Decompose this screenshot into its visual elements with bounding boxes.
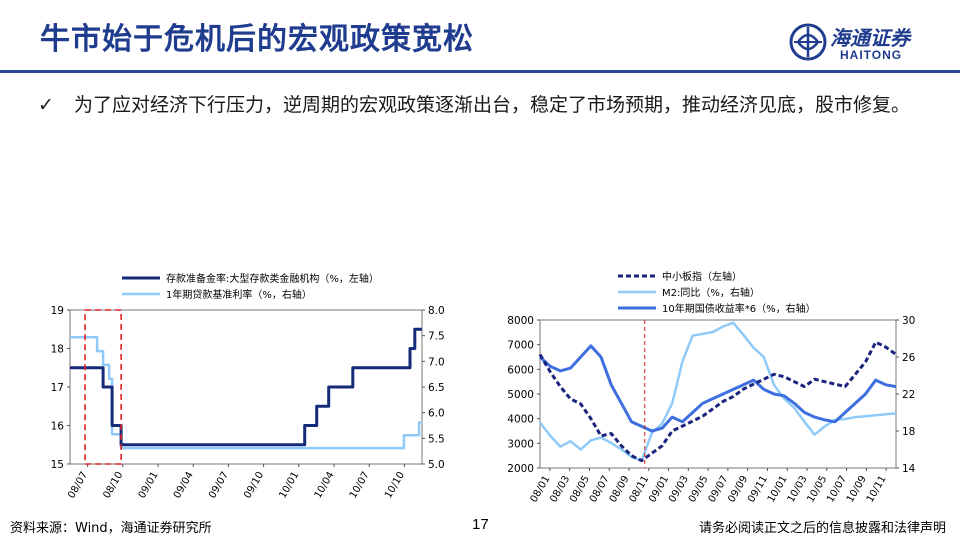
- x-tick-label: 10/11: [865, 474, 889, 504]
- plot-frame: [69, 309, 423, 465]
- y-left-tick-label: 4000: [507, 414, 534, 426]
- x-tick-label: 09/07: [207, 470, 231, 500]
- y-right-tick-label: 14: [902, 463, 916, 475]
- y-left-tick-label: 16: [51, 421, 65, 433]
- y-left-tick-label: 8000: [507, 315, 534, 327]
- disclaimer-note: 请务必阅读正文之后的信息披露和法律声明: [698, 521, 946, 536]
- y-right-tick-label: 22: [902, 389, 915, 401]
- page-number: 17: [472, 516, 489, 533]
- y-right-tick-label: 7.5: [428, 331, 445, 343]
- checkmark-icon: ✓: [38, 94, 54, 116]
- y-right-tick-label: 5.0: [428, 459, 445, 471]
- x-tick-label: 10/10: [383, 470, 407, 500]
- y-left-tick-label: 6000: [507, 364, 534, 376]
- y-left-tick-label: 19: [51, 305, 64, 317]
- y-left-tick-label: 18: [51, 344, 64, 356]
- summary-bullet: ✓ 为了应对经济下行压力，逆周期的宏观政策逐渐出台，稳定了市场预期，推动经济见底…: [38, 88, 928, 122]
- y-right-tick-label: 26: [902, 352, 916, 364]
- reserve-rate-chart: 存款准备金率:大型存款类金融机构（%，左轴） 1年期贷款基准利率（%，右轴） 15 1…: [0, 262, 470, 514]
- y-right-tick-label: 6.0: [428, 408, 445, 420]
- legend-label: 存款准备金率:大型存款类金融机构（%，左轴）: [166, 272, 379, 285]
- reserve-rate-chart-svg: 存款准备金率:大型存款类金融机构（%，左轴） 1年期贷款基准利率（%，右轴） 15 1…: [51, 272, 445, 500]
- haitong-logo-icon: [789, 23, 827, 61]
- x-tick-label: 10/01: [277, 470, 301, 500]
- title-divider: [0, 70, 960, 73]
- series-line: [70, 327, 422, 447]
- source-note: 资料来源：Wind，海通证券研究所: [10, 521, 212, 536]
- x-tick-label: 08/07: [66, 470, 90, 500]
- y-left-tick-label: 17: [51, 382, 64, 394]
- company-logo: 海通证券 HAITONG: [788, 20, 938, 66]
- legend-label: M2:同比（%，右轴）: [662, 286, 760, 299]
- legend-label: 10年期国债收益率*6（%，右轴）: [662, 302, 816, 315]
- y-right-tick-label: 8.0: [428, 305, 445, 317]
- y-right-tick-label: 18: [902, 426, 915, 438]
- series-line: [538, 340, 897, 463]
- y-left-tick-label: 5000: [507, 389, 534, 401]
- y-left-tick-label: 2000: [507, 463, 534, 475]
- summary-text: 为了应对经济下行压力，逆周期的宏观政策逐渐出台，稳定了市场预期，推动经济见底，股…: [74, 94, 911, 116]
- x-tick-label: 09/10: [242, 470, 266, 500]
- y-right-tick-label: 5.5: [428, 433, 445, 445]
- x-tick-label: 10/04: [313, 470, 337, 500]
- y-right-tick-label: 6.5: [428, 382, 445, 394]
- y-right-tick-label: 30: [902, 315, 915, 327]
- sme-index-chart: 中小板指（左轴） M2:同比（%，右轴） 10年期国债收益率*6（%，右轴） 2000…: [490, 262, 950, 514]
- legend-label: 中小板指（左轴）: [662, 270, 742, 283]
- x-tick-label: 10/07: [348, 470, 372, 500]
- y-right-tick-label: 7.0: [428, 356, 445, 368]
- x-tick-label: 09/04: [172, 470, 196, 500]
- series-line: [538, 344, 897, 433]
- highlight-box: [84, 309, 122, 465]
- x-tick-label: 08/10: [101, 470, 125, 500]
- sme-index-chart-svg: 中小板指（左轴） M2:同比（%，右轴） 10年期国债收益率*6（%，右轴） 2000…: [507, 270, 916, 504]
- y-left-tick-label: 7000: [507, 340, 534, 352]
- y-left-tick-label: 15: [51, 459, 64, 471]
- x-tick-label: 09/01: [137, 470, 161, 500]
- logo-text-cn: 海通证券: [830, 26, 910, 50]
- plot-frame: [539, 319, 897, 469]
- logo-text-en: HAITONG: [840, 48, 903, 62]
- series-line: [70, 335, 422, 450]
- page-title: 牛市始于危机后的宏观政策宽松: [40, 22, 474, 57]
- y-left-tick-label: 3000: [507, 438, 534, 450]
- series-line: [539, 321, 897, 462]
- legend-label: 1年期贷款基准利率（%，右轴）: [166, 288, 312, 301]
